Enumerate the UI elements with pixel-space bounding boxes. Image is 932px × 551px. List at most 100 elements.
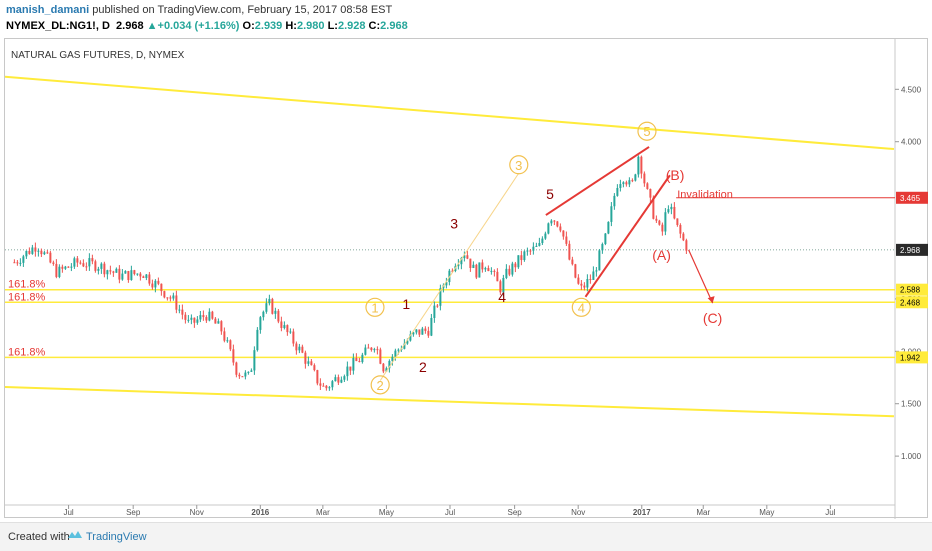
candle-body: [535, 245, 538, 247]
candle-body: [301, 346, 304, 353]
candle-body: [241, 376, 244, 378]
candle: [433, 301, 436, 323]
high-value: 2.980: [296, 20, 325, 32]
candle: [511, 261, 514, 277]
candle: [172, 292, 175, 301]
candle: [667, 205, 670, 214]
candle: [82, 259, 85, 268]
candle-body: [268, 298, 271, 304]
candle-body: [172, 295, 175, 299]
candle-body: [286, 325, 289, 333]
candle-body: [109, 270, 112, 272]
candle-body: [118, 268, 121, 280]
x-tick-label: 2016: [251, 508, 269, 517]
chart-frame[interactable]: NATURAL GAS FUTURES, D, NYMEX 4.500 4.000…: [4, 38, 929, 519]
candle-body: [280, 321, 283, 329]
created-with-label: Created with: [8, 531, 70, 543]
candle-body: [406, 340, 409, 344]
chart-canvas[interactable]: NATURAL GAS FUTURES, D, NYMEX 4.500 4.000…: [5, 39, 929, 519]
candle-body: [25, 250, 28, 257]
x-tick-label: Sep: [126, 508, 141, 517]
author-link[interactable]: manish_damani: [6, 4, 90, 16]
open-value: 2.939: [254, 20, 283, 32]
candle-body: [340, 379, 343, 383]
wave-label-gold: 5: [643, 124, 650, 139]
candle-body: [517, 255, 520, 268]
candle-body: [100, 263, 103, 269]
candle-body: [310, 361, 313, 366]
candle-body: [13, 262, 16, 264]
candle: [364, 344, 367, 356]
candle: [610, 202, 613, 227]
candle-body: [34, 247, 37, 252]
x-tick-label: Jul: [63, 508, 73, 517]
x-tick-label: May: [759, 508, 774, 517]
candle-body: [559, 226, 562, 231]
candle: [76, 256, 79, 267]
candle: [439, 284, 442, 311]
candle: [379, 347, 382, 365]
candle-body: [316, 370, 319, 384]
candle-body: [130, 270, 133, 281]
candle: [313, 363, 316, 372]
wave-label-corrective: (B): [666, 167, 685, 183]
candle: [574, 263, 577, 279]
candle-body: [610, 206, 613, 222]
candle-body: [307, 361, 310, 364]
candle-body: [250, 370, 253, 372]
candle-body: [16, 262, 19, 264]
candle-body: [604, 233, 607, 245]
candle-body: [199, 315, 202, 320]
wave-label-corrective: (C): [703, 310, 722, 326]
candle-body: [190, 317, 193, 320]
candle-body: [91, 258, 94, 262]
candle: [565, 231, 568, 246]
candle: [49, 250, 52, 264]
candle: [130, 265, 133, 281]
candle: [484, 266, 487, 272]
candle-body: [592, 271, 595, 280]
candle: [160, 283, 163, 296]
candle-body: [76, 258, 79, 263]
candle-body: [469, 258, 472, 269]
candle-body: [157, 280, 160, 284]
tradingview-brand[interactable]: TradingView: [86, 531, 147, 543]
candle: [274, 307, 277, 319]
candle: [307, 356, 310, 367]
publish-info: manish_damani published on TradingView.c…: [6, 4, 392, 16]
candle-body: [211, 311, 214, 319]
candle: [640, 155, 643, 179]
candle: [430, 313, 433, 337]
candle-body: [418, 329, 421, 335]
y-tick-label: 4.500: [901, 85, 922, 94]
candle: [415, 329, 418, 335]
tradingview-logo-icon[interactable]: [66, 528, 84, 542]
x-tick-label: 2017: [633, 508, 651, 517]
candle: [499, 279, 502, 295]
candle: [16, 260, 19, 266]
candle-body: [133, 270, 136, 274]
low-label: L:: [327, 20, 338, 32]
candle: [370, 347, 373, 352]
candle-body: [79, 262, 82, 264]
candle-body: [319, 383, 322, 386]
candle: [184, 312, 187, 324]
candle-body: [337, 377, 340, 383]
candle-body: [424, 328, 427, 331]
candle: [538, 237, 541, 247]
candle-body: [46, 252, 49, 254]
candle-body: [379, 349, 382, 364]
candle-body: [334, 377, 337, 382]
price-tag-bg: [896, 283, 928, 296]
candle: [226, 337, 229, 343]
candle-body: [94, 261, 97, 271]
candle-body: [274, 310, 277, 314]
candle: [109, 265, 112, 275]
candle-body: [61, 266, 64, 269]
candle: [310, 359, 313, 366]
wave-label-circle: [637, 121, 657, 141]
x-tick-label: Mar: [696, 508, 710, 517]
price-tag-bg: [896, 296, 928, 309]
candle: [466, 250, 469, 260]
candle: [487, 265, 490, 272]
